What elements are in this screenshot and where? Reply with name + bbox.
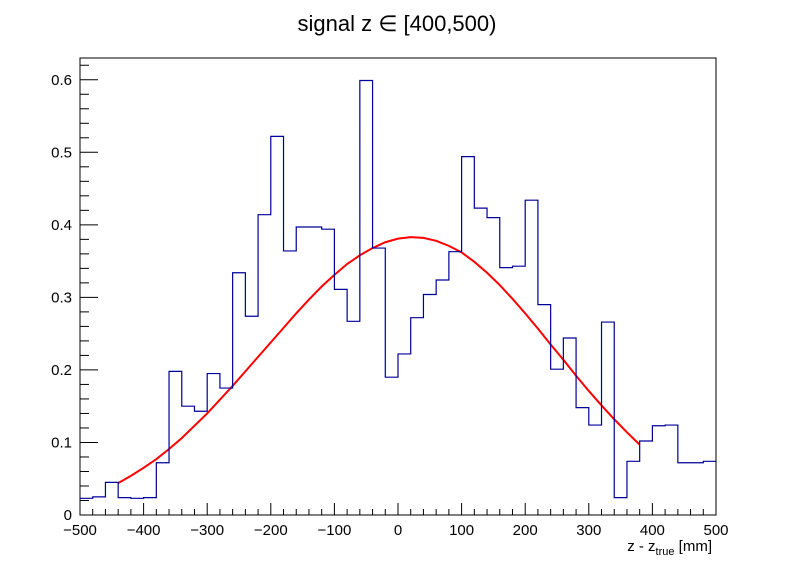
x-tick-label: 0	[394, 522, 402, 539]
fit-curve	[117, 236, 641, 484]
histogram-layer	[80, 79, 716, 499]
y-tick-label: 0.2	[51, 362, 72, 379]
chart-title: signal z ∈ [400,500)	[298, 11, 497, 36]
x-tick-label: −500	[63, 522, 97, 539]
x-tick-label: 500	[703, 522, 728, 539]
y-tick-label: 0.1	[51, 434, 72, 451]
fit-curve-layer	[117, 236, 641, 484]
x-tick-label: −400	[127, 522, 161, 539]
x-tick-label: −100	[318, 522, 352, 539]
x-tick-label: −300	[190, 522, 224, 539]
x-tick-label: 300	[576, 522, 601, 539]
y-tick-label: 0	[64, 507, 72, 524]
x-tick-label: 100	[449, 522, 474, 539]
y-tick-label: 0.6	[51, 72, 72, 89]
y-tick-label: 0.4	[51, 217, 72, 234]
x-axis-label: z - ztrue [mm]	[627, 538, 712, 558]
x-tick-label: 400	[640, 522, 665, 539]
plot-frame	[79, 57, 717, 516]
x-tick-label: 200	[513, 522, 538, 539]
y-tick-label: 0.5	[51, 144, 72, 161]
x-axis-label-subscript: true	[656, 546, 675, 558]
x-tick-label: −200	[254, 522, 288, 539]
x-axis-label-main: z - z	[627, 538, 655, 555]
histogram-outline	[80, 79, 716, 499]
y-tick-label: 0.3	[51, 289, 72, 306]
x-axis-ticks: −500 −400 −300 −200 −100 0 100 200 300 400 500	[63, 503, 729, 539]
y-axis-ticks: 0 0.1 0.2 0.3 0.4 0.5 0.6	[51, 64, 98, 524]
x-axis-label-unit: [mm]	[675, 538, 713, 555]
